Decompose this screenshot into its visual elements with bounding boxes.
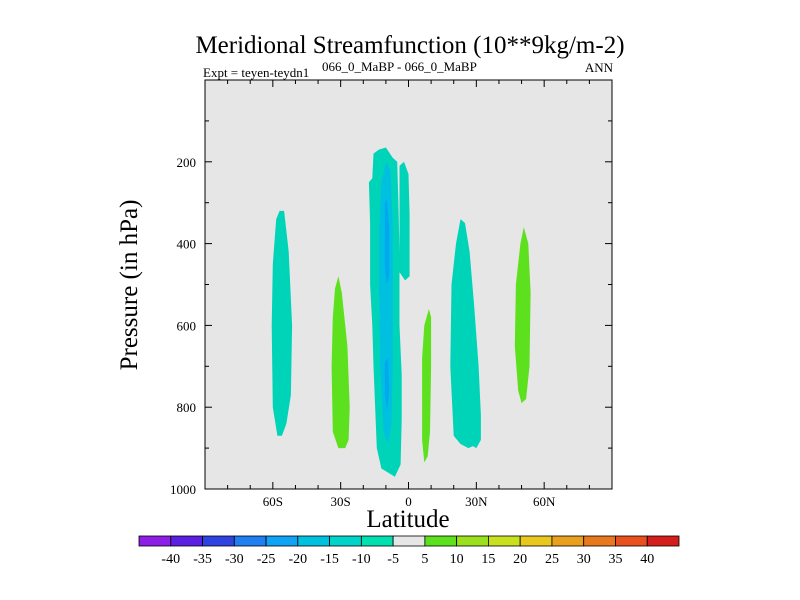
chart-title: Meridional Streamfunction (10**9kg/m-2) — [195, 32, 624, 59]
colorbar-swatch — [424, 535, 458, 547]
expt-label: Expt = teyen-teydn1 — [203, 65, 309, 80]
x-tick-label: 30N — [465, 494, 488, 509]
colorbar-swatch — [265, 535, 299, 547]
y-tick-label: 400 — [177, 237, 197, 252]
contour-cell-eq-south-core-c — [384, 358, 390, 412]
case-label: 066_0_MaBP - 066_0_MaBP — [322, 59, 477, 74]
colorbar-label: -30 — [225, 552, 244, 567]
x-tick-label: 60N — [533, 494, 556, 509]
colorbar-label: -10 — [352, 552, 371, 567]
colorbar-label: -35 — [193, 552, 212, 567]
colorbar-label: 40 — [640, 552, 654, 567]
contour-cell-60N — [514, 227, 531, 404]
colorbar-label: 35 — [608, 552, 622, 567]
y-tick-label: 800 — [177, 400, 197, 415]
colorbar-swatch — [297, 535, 330, 547]
contour-cell-eq-south-core-b — [384, 198, 390, 285]
colorbar-swatch — [456, 535, 489, 547]
colorbar-swatch — [519, 535, 553, 547]
colorbar-label: 15 — [481, 552, 495, 567]
colorbar-swatch — [392, 535, 426, 547]
plot-background — [205, 80, 612, 489]
colorbar: -40 -35 -30 -25 -20 -15 -10 -5 5 10 15 20 25 30 35 40 — [138, 535, 680, 567]
y-tick-label: 200 — [177, 155, 197, 170]
colorbar-swatch — [360, 535, 394, 547]
contour-cell-eq-north — [422, 309, 432, 463]
colorbar-swatch — [329, 535, 362, 547]
contour-cell-eq-north-upper — [399, 161, 410, 281]
x-axis-label: Latitude — [366, 506, 449, 533]
colorbar-label: 20 — [513, 552, 527, 567]
colorbar-swatch — [583, 535, 616, 547]
season-label: ANN — [585, 60, 614, 75]
colorbar-label: 30 — [577, 552, 591, 567]
axis-ticks: 60S 30S 0 30N 60N 200 400 600 800 1000 — [170, 80, 612, 509]
colorbar-swatch — [202, 535, 235, 547]
colorbar-swatch — [170, 535, 203, 547]
colorbar-swatch — [551, 535, 585, 547]
colorbar-swatch — [488, 535, 521, 547]
x-tick-label: 60S — [263, 494, 283, 509]
x-tick-label: 30S — [331, 494, 351, 509]
colorbar-label: -20 — [288, 552, 307, 567]
colorbar-swatch — [138, 535, 172, 547]
y-tick-label: 600 — [177, 318, 197, 333]
colorbar-label: 10 — [450, 552, 464, 567]
colorbar-label: 5 — [421, 552, 428, 567]
colorbar-label: -5 — [387, 552, 399, 567]
y-tick-label: 1000 — [170, 482, 196, 497]
colorbar-label: -25 — [257, 552, 276, 567]
contour-cell-eq-south-core-a — [379, 161, 393, 445]
colorbar-label: -40 — [161, 552, 180, 567]
colorbar-label: 25 — [545, 552, 559, 567]
x-tick-label: 0 — [405, 494, 412, 509]
colorbar-swatch — [615, 535, 648, 547]
colorbar-label: -15 — [320, 552, 339, 567]
contour-regions — [271, 147, 531, 477]
contour-cell-60S — [271, 210, 293, 436]
colorbar-swatch — [233, 535, 267, 547]
y-axis-label: Pressure (in hPa) — [116, 200, 143, 371]
colorbar-swatch — [646, 535, 680, 547]
contour-cell-30N — [450, 219, 481, 449]
contour-cell-30S — [331, 276, 350, 449]
